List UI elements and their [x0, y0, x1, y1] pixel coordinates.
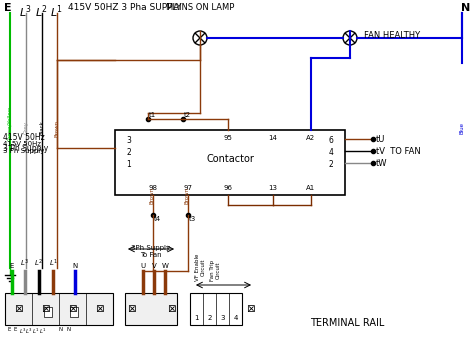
Text: 2: 2	[328, 160, 333, 169]
Text: Blue: Blue	[459, 122, 465, 134]
Text: 6: 6	[328, 136, 333, 145]
Text: $L^3$: $L^3$	[19, 327, 27, 336]
Text: 4: 4	[328, 148, 333, 157]
Text: t4: t4	[154, 216, 161, 222]
Text: 95: 95	[224, 135, 232, 141]
Text: FAN HEALTHY: FAN HEALTHY	[364, 32, 420, 40]
Text: N: N	[59, 327, 63, 332]
Bar	[115, 130, 345, 195]
Text: $L^1$: $L^1$	[50, 3, 63, 20]
Text: N: N	[67, 327, 71, 332]
Text: Brown: Brown	[55, 119, 60, 137]
Text: MAINS ON LAMP: MAINS ON LAMP	[166, 3, 234, 12]
Text: t3: t3	[189, 216, 196, 222]
Text: 415V 50HZ 3 Pha SUPPLY: 415V 50HZ 3 Pha SUPPLY	[68, 3, 182, 12]
Text: E: E	[7, 327, 11, 332]
Text: 4: 4	[233, 315, 237, 321]
Text: Grey: Grey	[24, 121, 28, 134]
Text: $L^3$: $L^3$	[25, 327, 33, 336]
Text: t2: t2	[184, 112, 191, 118]
Text: N: N	[73, 263, 78, 269]
Text: ⊠: ⊠	[41, 304, 50, 314]
Text: 2: 2	[207, 315, 212, 321]
Text: ⊠: ⊠	[167, 304, 175, 314]
Text: $L^1$: $L^1$	[39, 327, 47, 336]
Text: tV  TO FAN: tV TO FAN	[376, 146, 421, 155]
Text: $L^1$: $L^1$	[32, 327, 40, 336]
Text: VF Enable
Circuit: VF Enable Circuit	[195, 253, 205, 281]
Text: 2: 2	[127, 148, 131, 157]
Text: N: N	[461, 3, 470, 13]
Text: $L^3$: $L^3$	[20, 258, 29, 269]
Text: $L^2$: $L^2$	[35, 258, 44, 269]
Bar	[190, 293, 242, 325]
Text: E: E	[13, 327, 17, 332]
Text: $L^2$: $L^2$	[35, 3, 48, 20]
Text: A2: A2	[306, 135, 316, 141]
Text: ⊠: ⊠	[14, 304, 23, 314]
Text: 3: 3	[220, 315, 225, 321]
Bar	[125, 293, 177, 325]
Text: E: E	[10, 263, 14, 269]
Text: A1: A1	[306, 185, 316, 191]
Text: $L^3$: $L^3$	[19, 3, 32, 20]
Text: W: W	[162, 263, 168, 269]
Text: ⊠: ⊠	[246, 304, 255, 314]
Text: 3: 3	[127, 136, 131, 145]
Text: Contactor: Contactor	[206, 154, 254, 165]
Text: TERMINAL RAIL: TERMINAL RAIL	[310, 318, 384, 328]
Text: 13: 13	[268, 185, 277, 191]
Text: U: U	[140, 263, 146, 269]
Text: Green/Yellow: Green/Yellow	[8, 105, 12, 141]
Text: 3Ph Supply
To Fan: 3Ph Supply To Fan	[131, 245, 171, 258]
Text: 1: 1	[194, 315, 199, 321]
Bar	[71, 307, 79, 317]
Text: $L^1$: $L^1$	[48, 258, 57, 269]
Text: Black: Black	[39, 120, 45, 135]
Text: 14: 14	[269, 135, 277, 141]
Text: Brown: Brown	[149, 187, 155, 203]
Text: ⊠: ⊠	[68, 304, 77, 314]
Text: Fan Trip
Circuit: Fan Trip Circuit	[210, 260, 220, 281]
Text: 1: 1	[127, 160, 131, 169]
Text: 415V 50Hz
3 Ph Supply: 415V 50Hz 3 Ph Supply	[3, 142, 45, 154]
Text: 96: 96	[224, 185, 233, 191]
Text: ⊠: ⊠	[95, 304, 104, 314]
Text: Brown: Brown	[184, 187, 190, 203]
Bar	[5, 293, 113, 325]
Text: 98: 98	[148, 185, 157, 191]
Text: ⊠: ⊠	[127, 304, 136, 314]
Text: tU: tU	[376, 134, 385, 143]
Text: 97: 97	[183, 185, 192, 191]
Text: t1: t1	[149, 112, 156, 118]
Text: V: V	[152, 263, 156, 269]
Text: E: E	[4, 3, 12, 13]
Text: tW: tW	[376, 158, 388, 167]
Text: 415V 50Hz
3 Ph Supply: 415V 50Hz 3 Ph Supply	[3, 133, 48, 153]
Bar	[44, 307, 52, 317]
